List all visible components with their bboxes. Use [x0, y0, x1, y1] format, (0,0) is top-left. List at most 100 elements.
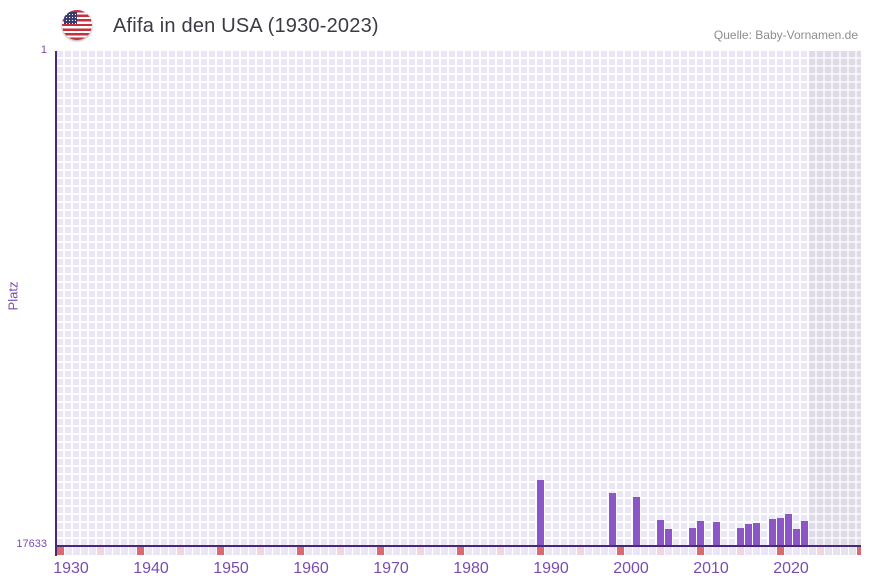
x-axis-labels: 1930 1940 1950 1960 1970 1980 1990 2000 2010 2020 — [53, 560, 861, 580]
bar-2017[interactable] — [753, 523, 760, 545]
year-marker-2013 — [721, 547, 728, 555]
year-marker-2023 — [801, 547, 808, 555]
bar-2020[interactable] — [777, 518, 784, 545]
x-tick-label-2010: 2010 — [693, 560, 729, 577]
bar-2023[interactable] — [801, 521, 808, 545]
year-marker-1993 — [561, 547, 568, 555]
year-marker-1942 — [153, 547, 160, 555]
year-marker-1947 — [193, 547, 200, 555]
bar-2019[interactable] — [769, 518, 776, 545]
year-marker-1999 — [609, 547, 616, 555]
year-marker-1975 — [417, 547, 424, 555]
year-marker-1945 — [177, 547, 184, 555]
year-marker-2006 — [665, 547, 672, 555]
year-marker-2002 — [633, 547, 640, 555]
bar-2005[interactable] — [657, 520, 664, 545]
year-marker-1935 — [97, 547, 104, 555]
bar-2010[interactable] — [697, 520, 704, 545]
year-marker-2016 — [745, 547, 752, 555]
bar-1999[interactable] — [609, 492, 616, 545]
year-marker-1959 — [289, 547, 296, 555]
year-marker-1961 — [305, 547, 312, 555]
y-axis-line — [55, 51, 57, 556]
year-marker-1968 — [361, 547, 368, 555]
year-marker-1955 — [257, 547, 264, 555]
year-marker-1987 — [513, 547, 520, 555]
x-tick-label-2020: 2020 — [773, 560, 809, 577]
year-marker-2008 — [681, 547, 688, 555]
year-marker-2017 — [753, 547, 760, 555]
x-tick-label-2000: 2000 — [613, 560, 649, 577]
y-axis-top-label: 1 — [40, 44, 47, 56]
bar-2002[interactable] — [633, 496, 640, 545]
year-marker-1934 — [89, 547, 96, 555]
bar-2016[interactable] — [745, 524, 752, 545]
year-marker-1933 — [81, 547, 88, 555]
year-marker-1958 — [281, 547, 288, 555]
bar-2009[interactable] — [689, 528, 696, 545]
year-marker-2025 — [817, 547, 824, 555]
year-marker-1951 — [225, 547, 232, 555]
year-marker-1977 — [433, 547, 440, 555]
year-marker-1932 — [73, 547, 80, 555]
x-tick-label-1980: 1980 — [453, 560, 489, 577]
year-marker-1965 — [337, 547, 344, 555]
year-marker-2003 — [641, 547, 648, 555]
bar-2006[interactable] — [665, 529, 672, 545]
year-marker-1997 — [593, 547, 600, 555]
x-tick-label-1960: 1960 — [293, 560, 329, 577]
year-marker-2027 — [833, 547, 840, 555]
year-marker-1988 — [521, 547, 528, 555]
bar-2012[interactable] — [713, 521, 720, 545]
year-marker-1957 — [273, 547, 280, 555]
year-marker-2029 — [849, 547, 856, 555]
bar-2015[interactable] — [737, 528, 744, 545]
year-marker-2010 — [697, 547, 704, 555]
year-marker-2026 — [825, 547, 832, 555]
year-marker-1956 — [265, 547, 272, 555]
year-marker-1970 — [377, 547, 384, 555]
year-marker-1952 — [233, 547, 240, 555]
year-marker-1985 — [497, 547, 504, 555]
year-marker-1992 — [553, 547, 560, 555]
future-years-band — [809, 51, 861, 545]
x-tick-label-1930: 1930 — [53, 560, 89, 577]
year-marker-1949 — [209, 547, 216, 555]
year-marker-1974 — [409, 547, 416, 555]
year-marker-1986 — [505, 547, 512, 555]
year-marker-1972 — [393, 547, 400, 555]
y-axis-bottom-label: 17633 — [16, 538, 47, 550]
x-tick-label-1970: 1970 — [373, 560, 409, 577]
year-marker-2019 — [769, 547, 776, 555]
x-tick-label-1940: 1940 — [133, 560, 169, 577]
year-marker-1939 — [129, 547, 136, 555]
year-marker-2011 — [705, 547, 712, 555]
year-marker-1941 — [145, 547, 152, 555]
year-marker-1946 — [185, 547, 192, 555]
x-axis-line — [55, 545, 861, 547]
year-marker-1983 — [481, 547, 488, 555]
year-marker-2005 — [657, 547, 664, 555]
year-marker-1944 — [169, 547, 176, 555]
bar-2021[interactable] — [785, 514, 792, 545]
year-marker-1971 — [385, 547, 392, 555]
year-marker-1994 — [569, 547, 576, 555]
year-marker-2004 — [649, 547, 656, 555]
year-marker-1948 — [201, 547, 208, 555]
year-marker-1989 — [529, 547, 536, 555]
bar-2022[interactable] — [793, 529, 800, 545]
year-marker-2015 — [737, 547, 744, 555]
year-marker-1953 — [241, 547, 248, 555]
year-marker-2007 — [673, 547, 680, 555]
year-marker-1973 — [401, 547, 408, 555]
year-marker-2020 — [777, 547, 784, 555]
year-marker-1962 — [313, 547, 320, 555]
source-attribution: Quelle: Baby-Vornamen.de — [713, 28, 858, 42]
year-marker-2028 — [841, 547, 848, 555]
year-marker-1954 — [249, 547, 256, 555]
bar-1990[interactable] — [537, 479, 544, 545]
year-marker-1984 — [489, 547, 496, 555]
year-marker-1937 — [113, 547, 120, 555]
year-marker-1981 — [465, 547, 472, 555]
